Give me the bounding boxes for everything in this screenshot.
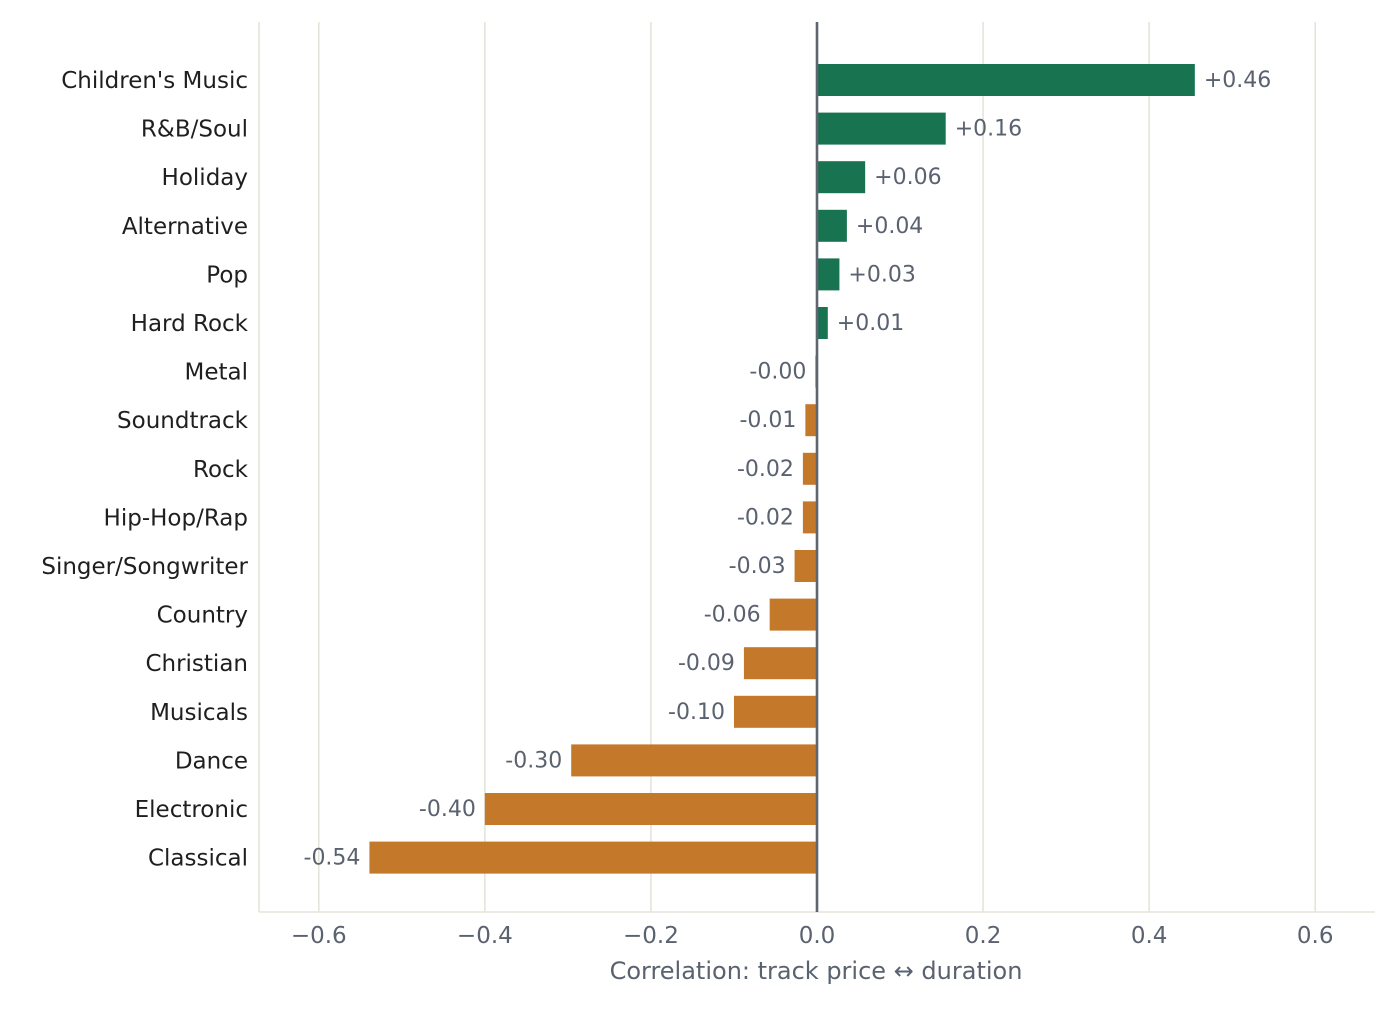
category-label: Pop <box>206 262 248 288</box>
x-tick-label: 0.4 <box>1131 923 1168 949</box>
value-label: +0.03 <box>848 262 915 287</box>
bar <box>743 647 817 680</box>
value-label: -0.10 <box>668 700 725 725</box>
value-label: +0.06 <box>874 165 941 190</box>
x-tick-label: 0.2 <box>965 923 1002 949</box>
bar <box>817 307 828 339</box>
value-label: -0.30 <box>505 748 562 773</box>
value-label: +0.01 <box>837 311 904 336</box>
value-label: +0.16 <box>955 117 1022 142</box>
x-tick-label: 0.0 <box>799 923 836 949</box>
bar <box>571 744 817 777</box>
category-label: Musicals <box>150 700 248 726</box>
value-label: -0.06 <box>704 603 761 628</box>
category-label: Classical <box>148 846 248 872</box>
category-label: Soundtrack <box>117 408 249 434</box>
bar <box>733 695 817 728</box>
bar <box>484 793 817 825</box>
x-tick-label: −0.2 <box>623 923 679 949</box>
category-label: Metal <box>185 360 249 386</box>
grid-layer <box>258 22 1375 913</box>
category-label: Hip-Hop/Rap <box>104 505 248 531</box>
category-label: R&B/Soul <box>141 117 248 143</box>
value-label: -0.09 <box>678 651 735 676</box>
category-label: Holiday <box>162 165 248 191</box>
bar <box>769 598 817 631</box>
value-label: +0.46 <box>1204 68 1271 93</box>
value-label: -0.02 <box>737 505 794 530</box>
bar <box>817 64 1195 96</box>
category-label: Children's Music <box>61 68 248 94</box>
x-tick-label: 0.6 <box>1297 923 1334 949</box>
category-label: Hard Rock <box>131 311 249 337</box>
category-label: Country <box>157 603 248 629</box>
category-label: Rock <box>193 457 249 483</box>
category-label: Alternative <box>122 214 248 240</box>
labels-layer: −0.6 −0.4 −0.2 0.0 0.2 0.4 0.6 Children's Music… <box>41 68 1333 949</box>
category-label: Christian <box>145 651 248 677</box>
bar <box>817 112 946 145</box>
value-label: +0.04 <box>856 214 923 239</box>
value-label: -0.54 <box>304 846 361 871</box>
value-label: -0.02 <box>737 457 794 482</box>
x-axis-title: Correlation: track price ↔ duration <box>610 957 1023 985</box>
bar <box>805 404 817 437</box>
category-label: Dance <box>175 748 248 774</box>
bar <box>369 841 817 874</box>
value-label: -0.01 <box>739 408 796 433</box>
value-label: -0.03 <box>729 554 786 579</box>
bar <box>802 452 817 485</box>
value-label: -0.00 <box>749 360 806 385</box>
bar <box>817 209 847 242</box>
category-label: Singer/Songwriter <box>41 554 248 580</box>
x-tick-label: −0.4 <box>457 923 513 949</box>
bar <box>817 161 866 194</box>
bar <box>817 258 840 291</box>
category-label: Electronic <box>135 797 248 823</box>
value-label: -0.40 <box>419 797 476 822</box>
x-tick-label: −0.6 <box>291 923 347 949</box>
bars-layer <box>369 64 1195 874</box>
bar <box>802 501 817 534</box>
bar <box>794 550 817 582</box>
